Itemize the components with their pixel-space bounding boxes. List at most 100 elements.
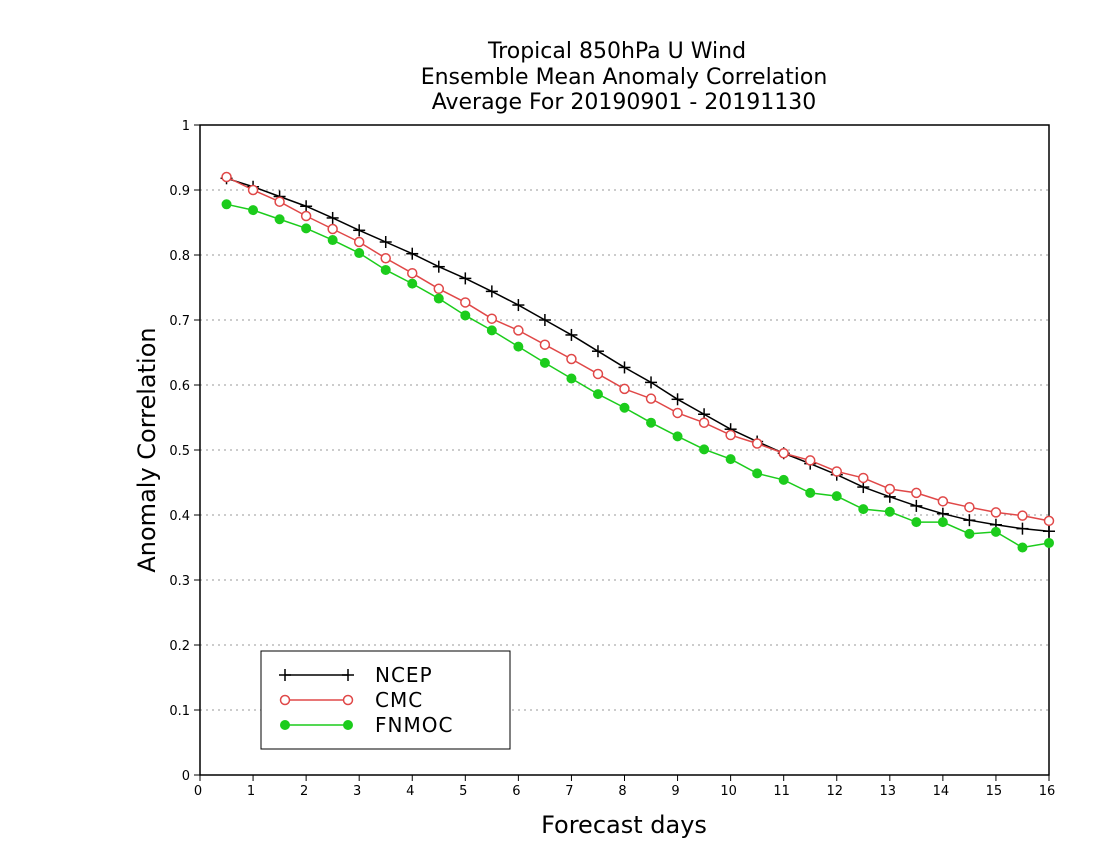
data-point-cmc bbox=[778, 448, 789, 459]
data-point-cmc bbox=[645, 393, 657, 404]
data-point-ncep bbox=[910, 499, 923, 512]
data-point-fnmoc bbox=[592, 389, 603, 400]
data-point-ncep bbox=[1043, 525, 1055, 538]
series bbox=[220, 171, 1055, 553]
y-tick-label: 0 bbox=[182, 769, 190, 784]
data-point-cmc bbox=[619, 383, 630, 395]
y-axis: 0 0.1 0.2 0.3 0.4 0.5 0.6 0.7 0.8 0.9 1 bbox=[169, 119, 200, 784]
data-point-fnmoc bbox=[301, 223, 312, 234]
y-tick-label: 0.1 bbox=[169, 704, 190, 719]
data-point-ncep bbox=[671, 393, 684, 406]
data-point-cmc bbox=[433, 283, 445, 295]
data-point-ncep bbox=[485, 285, 498, 298]
x-tick-label: 14 bbox=[933, 784, 950, 799]
data-point-fnmoc bbox=[407, 278, 418, 289]
data-point-cmc bbox=[247, 184, 259, 196]
data-point-cmc bbox=[407, 267, 418, 279]
x-tick-label: 16 bbox=[1039, 784, 1056, 799]
data-point-cmc bbox=[672, 407, 683, 419]
legend-label-fnmoc: FNMOC bbox=[375, 713, 453, 737]
data-point-fnmoc bbox=[1044, 537, 1054, 548]
data-point-cmc bbox=[858, 472, 869, 484]
y-tick-label: 0.6 bbox=[169, 379, 190, 394]
data-point-ncep bbox=[432, 260, 445, 273]
x-tick-label: 12 bbox=[826, 784, 843, 799]
data-point-fnmoc bbox=[1017, 542, 1028, 553]
data-point-cmc bbox=[884, 483, 896, 495]
x-tick-label: 1 bbox=[247, 784, 255, 799]
data-point-ncep bbox=[618, 361, 631, 374]
series-line-cmc bbox=[226, 176, 1050, 522]
data-point-cmc bbox=[1043, 515, 1055, 527]
data-point-fnmoc bbox=[486, 325, 497, 336]
data-point-cmc bbox=[751, 438, 763, 449]
data-point-ncep bbox=[1016, 522, 1029, 535]
x-tick-label: 15 bbox=[986, 784, 1003, 799]
data-point-cmc bbox=[937, 496, 949, 507]
data-point-fnmoc bbox=[327, 235, 338, 246]
x-tick-label: 3 bbox=[353, 784, 361, 799]
data-point-cmc bbox=[831, 466, 842, 477]
data-point-fnmoc bbox=[433, 293, 444, 304]
y-tick-label: 0.4 bbox=[169, 509, 190, 524]
data-point-ncep bbox=[538, 314, 551, 326]
data-point-cmc bbox=[539, 339, 551, 350]
title-line-3: Average For 20190901 - 20191130 bbox=[432, 90, 817, 115]
data-point-ncep bbox=[406, 247, 419, 260]
data-point-fnmoc bbox=[513, 341, 524, 352]
x-axis: 0 1 2 3 4 5 6 7 8 9 10 11 12 13 14 15 16 bbox=[194, 775, 1055, 799]
y-tick-label: 0.3 bbox=[169, 574, 190, 589]
x-tick-label: 4 bbox=[406, 784, 414, 799]
data-point-ncep bbox=[512, 299, 525, 312]
legend-marker-cmc bbox=[342, 694, 354, 706]
data-point-cmc bbox=[566, 353, 577, 365]
data-point-fnmoc bbox=[778, 474, 789, 485]
x-tick-label: 13 bbox=[880, 784, 897, 799]
data-point-fnmoc bbox=[752, 468, 763, 479]
data-point-fnmoc bbox=[566, 373, 577, 384]
data-point-fnmoc bbox=[646, 417, 657, 428]
data-point-cmc bbox=[300, 210, 312, 222]
data-point-cmc bbox=[460, 297, 471, 308]
data-point-cmc bbox=[698, 417, 710, 428]
data-point-cmc bbox=[990, 507, 1002, 518]
data-point-cmc bbox=[513, 325, 524, 336]
data-point-fnmoc bbox=[805, 487, 816, 498]
x-tick-label: 8 bbox=[618, 784, 626, 799]
legend-marker-ncep bbox=[342, 669, 354, 681]
series-line-ncep bbox=[226, 177, 1050, 532]
data-point-fnmoc bbox=[699, 444, 710, 455]
x-tick-label: 0 bbox=[194, 784, 202, 799]
data-point-ncep bbox=[300, 200, 313, 213]
data-point-fnmoc bbox=[539, 357, 550, 368]
data-point-ncep bbox=[591, 345, 604, 358]
data-point-fnmoc bbox=[460, 310, 471, 321]
data-point-fnmoc bbox=[274, 214, 285, 225]
legend-item-cmc: CMC bbox=[279, 688, 423, 712]
y-tick-label: 0.7 bbox=[169, 314, 190, 329]
legend-label-cmc: CMC bbox=[375, 688, 423, 712]
title-line-1: Tropical 850hPa U Wind bbox=[487, 39, 746, 64]
x-tick-label: 5 bbox=[459, 784, 467, 799]
x-tick-label: 2 bbox=[300, 784, 308, 799]
legend-marker-cmc bbox=[279, 694, 291, 706]
title-line-2: Ensemble Mean Anomaly Correlation bbox=[421, 65, 828, 90]
series-ncep bbox=[220, 172, 1055, 538]
data-point-ncep bbox=[645, 376, 658, 389]
data-point-fnmoc bbox=[964, 528, 975, 539]
x-tick-label: 11 bbox=[773, 784, 790, 799]
data-point-fnmoc bbox=[911, 517, 922, 528]
data-point-fnmoc bbox=[354, 248, 365, 259]
data-point-ncep bbox=[963, 514, 976, 527]
data-point-cmc bbox=[486, 313, 498, 324]
y-tick-label: 0.2 bbox=[169, 639, 190, 654]
data-point-fnmoc bbox=[990, 526, 1001, 537]
x-tick-label: 9 bbox=[671, 784, 679, 799]
data-point-fnmoc bbox=[248, 205, 259, 216]
legend-marker-fnmoc bbox=[343, 720, 353, 730]
data-point-cmc bbox=[804, 455, 816, 466]
data-point-cmc bbox=[327, 223, 338, 235]
x-tick-label: 7 bbox=[565, 784, 573, 799]
